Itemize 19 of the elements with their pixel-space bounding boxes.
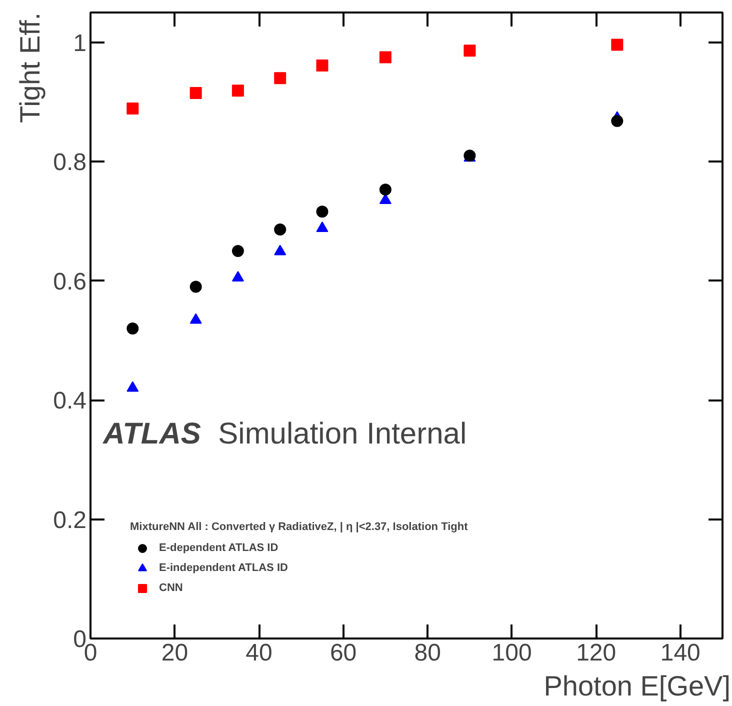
- y-tick-label: 0.2: [53, 506, 87, 534]
- x-tick-label: 120: [576, 640, 616, 666]
- x-tick-label: 140: [660, 640, 700, 666]
- y-tick-label: 1: [73, 30, 87, 57]
- y-tick-label: 0.4: [53, 388, 87, 415]
- x-axis-title: Photon E[GeV]: [544, 670, 731, 702]
- legend-label: E-independent ATLAS ID: [159, 562, 288, 574]
- y-tick-label: 0.8: [53, 149, 87, 176]
- annotation: ATLAS Simulation Internal: [102, 418, 467, 451]
- y-axis-title: Tight Eff.: [14, 12, 46, 123]
- x-tick-label: 40: [246, 640, 272, 666]
- legend-label: E-dependent ATLAS ID: [159, 542, 278, 554]
- x-tick-label: 20: [161, 640, 188, 666]
- legend-label: CNN: [159, 582, 183, 594]
- x-tick-label: 60: [330, 640, 357, 666]
- x-tick-label: 100: [492, 640, 532, 666]
- y-tick-label: 0.6: [53, 268, 87, 296]
- x-tick-label: 80: [414, 640, 441, 666]
- legend-title: MixtureNN All : Converted γ RadiativeZ, | η |<2.37, Isolation Tight: [130, 521, 468, 533]
